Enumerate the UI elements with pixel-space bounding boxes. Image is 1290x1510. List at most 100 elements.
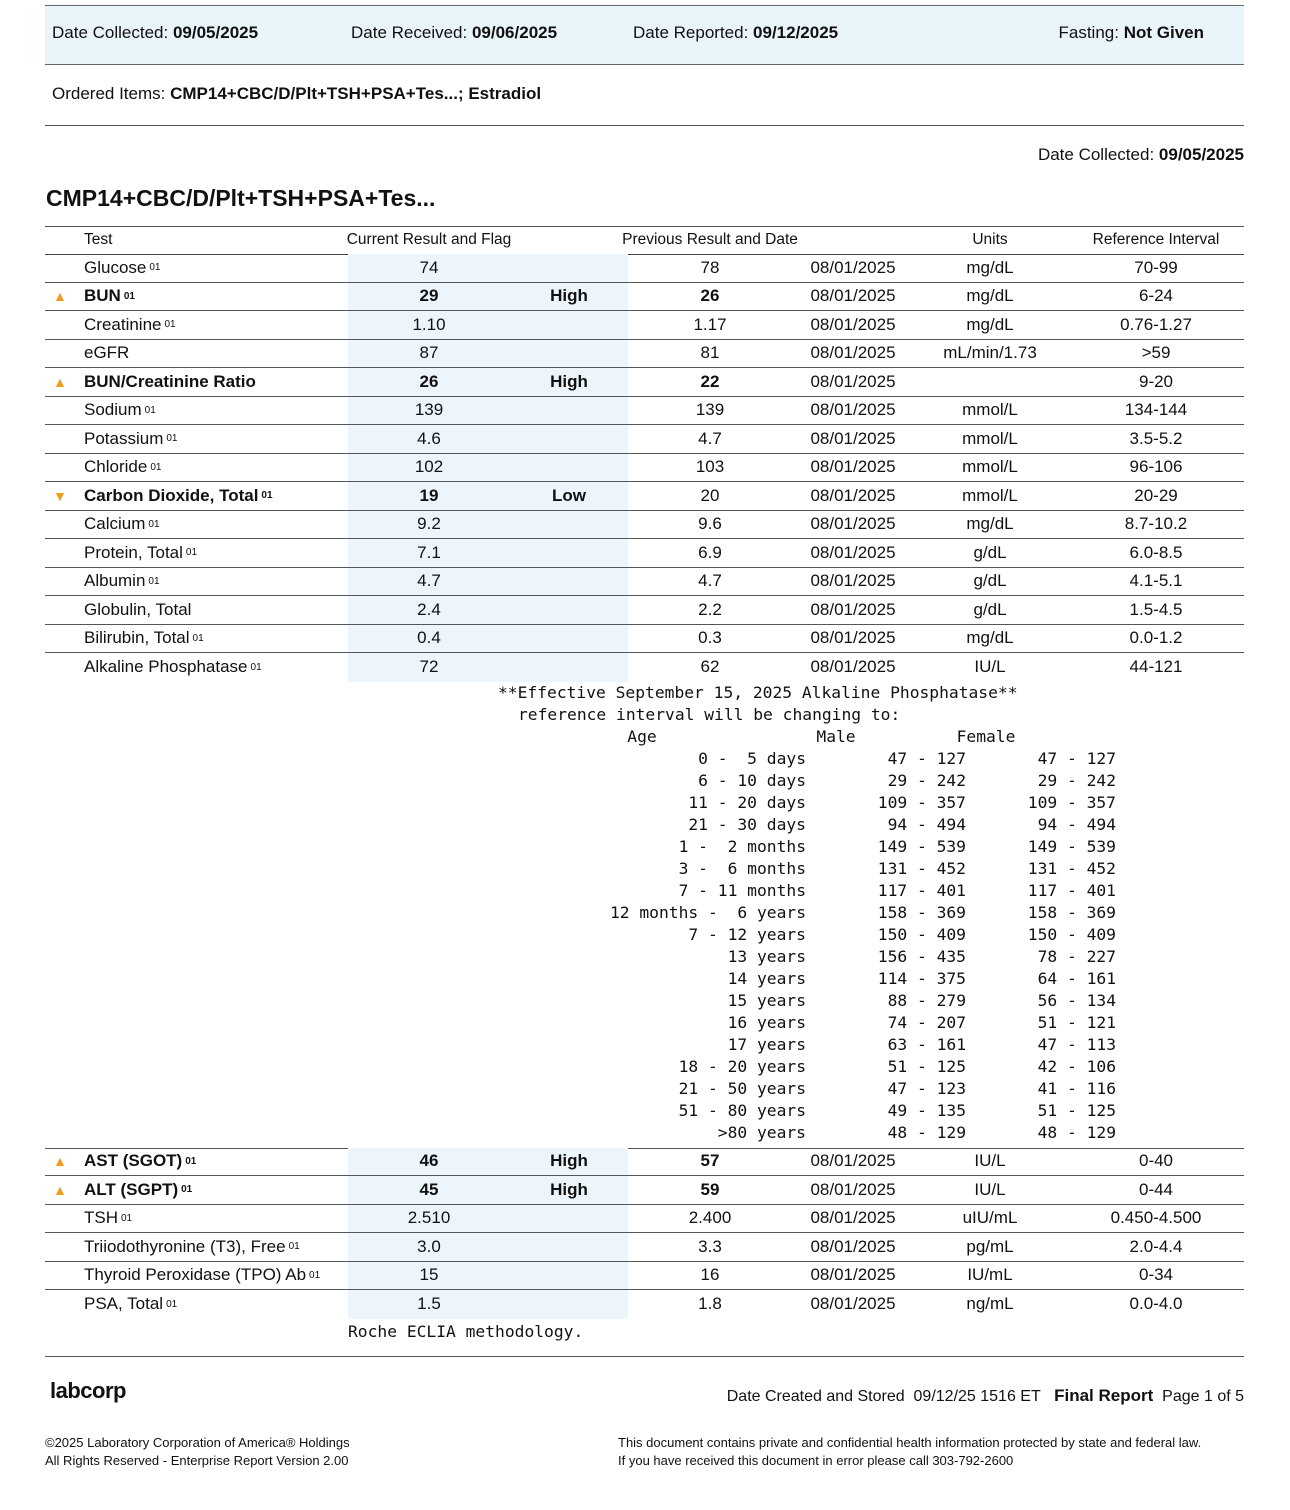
result-row: eGFR 87 81 08/01/2025 mL/min/1.73 >59 <box>45 339 1244 368</box>
result-bg <box>348 539 628 567</box>
result-bg <box>348 596 628 624</box>
test-name: Creatinine 01 <box>84 311 176 339</box>
note-range: 48 - 129 <box>1037 1122 1116 1142</box>
previous-date: 08/01/2025 <box>810 371 896 391</box>
note-range: 17 years <box>727 1034 806 1054</box>
note-range: 42 - 106 <box>1037 1056 1116 1076</box>
result-row: Protein, Total 01 7.1 6.9 08/01/2025 g/dL 6.0-… <box>45 539 1244 568</box>
units: g/dL <box>973 599 1007 619</box>
previous-result: 20 <box>700 485 720 505</box>
label: Fasting: <box>1058 23 1119 42</box>
previous-date: 08/01/2025 <box>810 1208 896 1228</box>
section-title: CMP14+CBC/D/Plt+TSH+PSA+Tes... <box>46 185 436 211</box>
current-result: 4.7 <box>417 571 441 591</box>
footnote-ref: 01 <box>148 575 160 587</box>
test: Protein, Total <box>84 542 183 562</box>
test: Albumin <box>84 571 146 591</box>
test-name: Globulin, Total <box>84 596 191 624</box>
previous-result: 2.400 <box>688 1208 732 1228</box>
current-result: 2.4 <box>417 599 441 619</box>
test-name: Carbon Dioxide, Total 01 <box>84 482 273 510</box>
previous-date: 08/01/2025 <box>810 571 896 591</box>
footnote-ref: 01 <box>166 1298 178 1310</box>
current-result: 2.510 <box>407 1208 451 1228</box>
reference: 0-34 <box>1138 1265 1174 1285</box>
note-block: **Effective September 15, 2025 Alkaline … <box>45 682 1244 1149</box>
test: Triiodothyronine (T3), Free <box>84 1236 286 1256</box>
test: Chloride <box>84 457 148 477</box>
current-result: 46 <box>419 1151 439 1171</box>
test: eGFR <box>84 343 130 363</box>
header-field: Date Collected: 09/05/2025 <box>52 23 258 43</box>
page: Page 1 of 5 <box>1162 1388 1244 1405</box>
units: mL/min/1.73 <box>943 343 1037 363</box>
note-range: 47 - 127 <box>1037 748 1116 768</box>
units: mg/dL <box>966 514 1014 534</box>
previous-date: 08/01/2025 <box>810 657 896 677</box>
footnote-ref: 01 <box>309 1269 321 1281</box>
test-name: Albumin 01 <box>84 568 160 596</box>
note-range: 109 - 357 <box>877 792 966 812</box>
note-range: 11 - 20 days <box>688 792 806 812</box>
result-row: Calcium 01 9.2 9.6 08/01/2025 mg/dL 8.7-10.2 <box>45 510 1244 539</box>
previous-result: 81 <box>700 343 720 363</box>
units: mg/dL <box>966 286 1014 306</box>
current-result: 139 <box>414 400 444 420</box>
test-name: Protein, Total 01 <box>84 539 197 567</box>
note-range: 13 years <box>727 946 806 966</box>
result-bg <box>348 1176 628 1204</box>
previous-result: 4.7 <box>698 428 722 448</box>
previous-date: 08/01/2025 <box>810 457 896 477</box>
note-range: 47 - 123 <box>887 1078 966 1098</box>
reference: 0-40 <box>1138 1151 1174 1171</box>
test: Bilirubin, Total <box>84 628 190 648</box>
result-row: ▲ AST (SGOT) 01 46 High 57 08/01/2025 IU/L 0-40 <box>45 1147 1244 1176</box>
previous-date: 08/01/2025 <box>810 542 896 562</box>
header-field: Date Reported: 09/12/2025 <box>633 23 838 43</box>
footnote-ref: 01 <box>261 490 273 502</box>
reference: 2.0-4.4 <box>1129 1236 1183 1256</box>
previous-date: 08/01/2025 <box>810 257 896 277</box>
result-bg <box>348 1290 628 1319</box>
result-row: ▲ ALT (SGPT) 01 45 High 59 08/01/2025 IU/L 0-44 <box>45 1176 1244 1205</box>
test-name: Triiodothyronine (T3), Free 01 <box>84 1233 300 1261</box>
footnote-ref: 01 <box>166 433 178 445</box>
flag: High <box>550 1179 588 1199</box>
previous-result: 1.8 <box>698 1294 722 1314</box>
note-range: 109 - 357 <box>1027 792 1116 812</box>
test: Glucose <box>84 257 147 277</box>
test-name: ALT (SGPT) 01 <box>84 1176 192 1204</box>
note-range: 131 - 452 <box>877 858 966 878</box>
note-range: 7 - 11 months <box>678 880 806 900</box>
result-row: ▼ Carbon Dioxide, Total 01 19 Low 20 08/01/202… <box>45 482 1244 511</box>
reference: 20-29 <box>1134 485 1178 505</box>
note-range: 150 - 409 <box>877 924 966 944</box>
section-date: Date Collected: 09/05/2025 <box>1038 145 1244 165</box>
previous-date: 08/01/2025 <box>810 286 896 306</box>
units: ng/mL <box>966 1294 1014 1314</box>
label: Date Collected: <box>1037 145 1155 164</box>
test-name: BUN/Creatinine Ratio <box>84 368 256 396</box>
divider <box>45 1356 1244 1357</box>
footnote-ref: 01 <box>192 632 204 644</box>
test: Thyroid Peroxidase (TPO) Ab <box>84 1265 307 1285</box>
note-range: 94 - 494 <box>887 814 966 834</box>
previous-date: 08/01/2025 <box>810 1265 896 1285</box>
note-range: 51 - 121 <box>1037 1012 1116 1032</box>
current-result: 1.10 <box>412 314 446 334</box>
flag-icon: ▲ <box>53 1181 67 1198</box>
header-field: Date Received: 09/06/2025 <box>351 23 557 43</box>
column-header: Previous Result and Date <box>622 231 798 248</box>
test-name: Alkaline Phosphatase 01 <box>84 653 262 682</box>
footnote-ref: 01 <box>123 290 135 302</box>
previous-date: 08/01/2025 <box>810 428 896 448</box>
units: mg/dL <box>966 628 1014 648</box>
previous-date: 08/01/2025 <box>810 343 896 363</box>
previous-result: 6.9 <box>698 542 722 562</box>
result-row: Globulin, Total 2.4 2.2 08/01/2025 g/dL 1.5-4… <box>45 596 1244 625</box>
test-name: Chloride 01 <box>84 454 161 482</box>
footnote-ref: 01 <box>148 518 160 530</box>
result-row: Potassium 01 4.6 4.7 08/01/2025 mmol/L 3.5-5.2 <box>45 425 1244 454</box>
note-range: 47 - 127 <box>887 748 966 768</box>
